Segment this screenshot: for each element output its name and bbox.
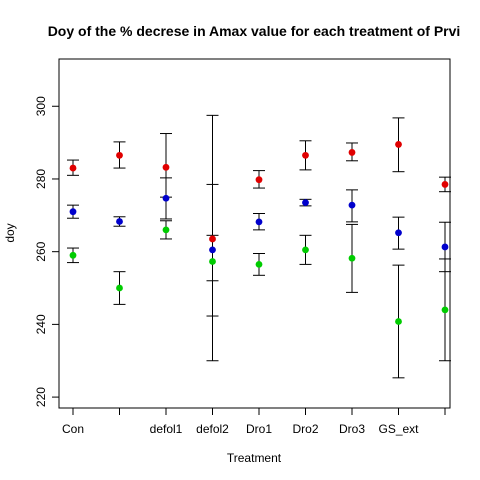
data-point <box>255 176 263 184</box>
data-point <box>395 229 402 237</box>
data-point <box>209 246 216 254</box>
data-point <box>69 208 77 216</box>
data-point <box>116 151 123 159</box>
data-points <box>69 141 449 325</box>
x-tick-label: GS_ext <box>378 422 419 436</box>
data-point <box>255 218 263 226</box>
data-point <box>116 218 123 225</box>
error-bar <box>206 234 219 362</box>
data-point <box>302 199 309 206</box>
data-point <box>348 149 356 156</box>
data-point <box>395 318 402 325</box>
data-point <box>209 235 216 243</box>
data-point <box>162 194 170 202</box>
y-axis-label: doy <box>3 223 17 242</box>
data-point <box>255 261 263 268</box>
x-axis: Con defol1 defol2 Dro1 Dro2 Dro3 GS_ext <box>62 408 446 436</box>
y-tick-label: 240 <box>34 314 48 334</box>
x-tick-label: Dro2 <box>292 422 318 436</box>
y-tick-label: 220 <box>34 387 48 407</box>
data-point <box>441 181 449 188</box>
data-point <box>209 258 216 265</box>
data-point <box>395 141 402 148</box>
data-point <box>348 201 356 209</box>
data-point <box>116 284 123 292</box>
data-point <box>348 254 356 262</box>
y-tick-label: 300 <box>34 96 48 116</box>
error-bars <box>67 114 451 379</box>
x-tick-label: Con <box>62 422 84 436</box>
data-point <box>441 243 449 251</box>
x-axis-label: Treatment <box>227 451 282 465</box>
x-tick-label: defol2 <box>196 422 229 436</box>
x-tick-label: Dro3 <box>339 422 365 436</box>
x-tick-label: defol1 <box>150 422 183 436</box>
data-point <box>162 226 170 234</box>
chart-title: Doy of the % decrese in Amax value for e… <box>48 23 461 39</box>
plot-frame <box>58 58 451 409</box>
data-point <box>441 306 449 314</box>
data-point <box>69 164 77 172</box>
data-point <box>162 163 170 171</box>
y-axis: 220 240 260 280 300 <box>34 96 59 407</box>
data-point <box>69 251 77 259</box>
y-tick-label: 280 <box>34 169 48 189</box>
data-point <box>302 151 309 159</box>
data-point <box>302 246 309 254</box>
x-tick-label: Dro1 <box>246 422 272 436</box>
y-tick-label: 260 <box>34 241 48 261</box>
